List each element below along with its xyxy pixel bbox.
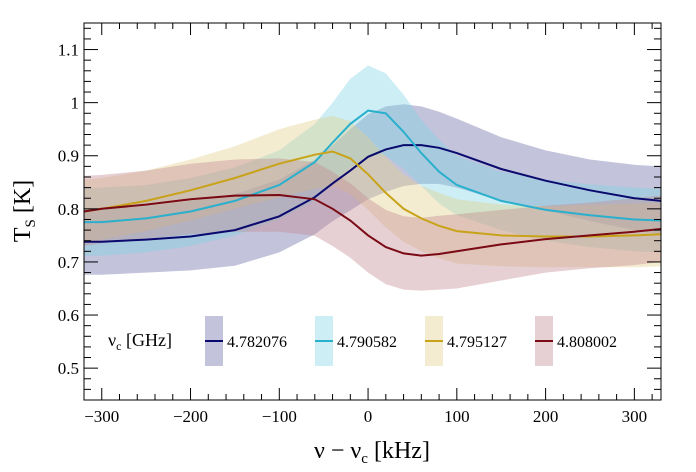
legend-label: 4.795127 — [447, 334, 507, 351]
axes-frame — [83, 22, 662, 401]
legend-entry-3: 4.795127 — [425, 316, 507, 366]
band-series-3 — [84, 115, 661, 268]
line-series-1 — [84, 144, 661, 243]
x-axis-title-subscript: c — [361, 451, 368, 467]
y-tick-label: 0.6 — [58, 306, 79, 325]
line-series-4 — [84, 193, 661, 257]
axis-tick-labels: −300 −200 −100 0 100 200 300 0.5 0.6 0.7 0.8 0.9 1 1.… — [58, 41, 647, 426]
x-tick-label: 100 — [444, 407, 470, 426]
legend-label: 4.790582 — [337, 334, 397, 351]
y-tick-label: 0.8 — [58, 200, 79, 219]
y-tick-label: 1 — [71, 94, 80, 113]
y-tick-label: 0.7 — [58, 253, 80, 272]
x-tick-label: 0 — [364, 407, 373, 426]
band-series-2 — [84, 65, 661, 256]
legend-label: 4.782076 — [227, 334, 287, 351]
axis-ticks — [83, 23, 661, 401]
y-tick-label: 0.5 — [58, 359, 79, 378]
line-series-3 — [84, 150, 661, 238]
band-series-4 — [84, 158, 661, 291]
legend-title-subscript: c — [116, 339, 121, 353]
x-tick-label: −200 — [173, 407, 208, 426]
legend-title: νc [GHz] — [108, 330, 172, 353]
x-tick-label: −300 — [84, 407, 119, 426]
legend-title-unit: [GHz] — [121, 330, 171, 350]
line-series-2 — [84, 109, 661, 224]
x-tick-label: 200 — [533, 407, 559, 426]
y-tick-label: 1.1 — [58, 41, 79, 60]
legend-entry-1: 4.782076 — [205, 316, 287, 366]
x-axis-title-unit: [kHz] — [368, 438, 430, 464]
y-axis-title: TS [K] — [10, 180, 39, 242]
series-lines — [84, 109, 661, 257]
legend-label: 4.808002 — [557, 334, 617, 351]
confidence-bands — [84, 65, 661, 291]
y-axis-title-subscript: S — [23, 219, 39, 227]
band-series-1 — [84, 104, 661, 275]
legend-entry-4: 4.808002 — [535, 316, 617, 366]
plot-frame — [83, 22, 662, 401]
y-tick-label: 0.9 — [58, 147, 79, 166]
x-axis-title: ν − νc [kHz] — [314, 438, 430, 467]
x-tick-label: 300 — [622, 407, 648, 426]
legend: νc [GHz] 4.782076 4.790582 4.795127 4.80800… — [95, 300, 640, 383]
y-axis-title-unit: [K] — [10, 180, 36, 219]
legend-entry-2: 4.790582 — [315, 316, 397, 366]
x-tick-label: −100 — [262, 407, 297, 426]
